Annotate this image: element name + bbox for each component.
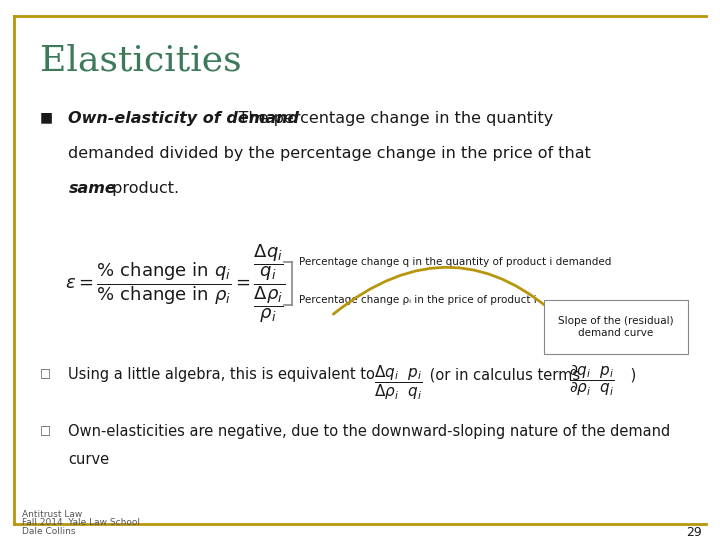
Text: Antitrust Law: Antitrust Law: [22, 510, 82, 519]
Text: $\dfrac{\Delta q_i\ \ p_i}{\Delta \rho_i\ \ q_i}$: $\dfrac{\Delta q_i\ \ p_i}{\Delta \rho_i…: [374, 363, 423, 402]
Text: □: □: [40, 424, 50, 437]
Text: ): ): [626, 367, 636, 382]
Text: Fall 2014  Yale Law School: Fall 2014 Yale Law School: [22, 518, 140, 528]
Text: : The percentage change in the quantity: : The percentage change in the quantity: [228, 111, 554, 126]
Text: Own-elasticities are negative, due to the downward-sloping nature of the demand: Own-elasticities are negative, due to th…: [68, 424, 670, 439]
Text: Percentage change q in the quantity of product i demanded: Percentage change q in the quantity of p…: [299, 257, 611, 267]
Text: (or in calculus terms: (or in calculus terms: [425, 367, 580, 382]
Text: Elasticities: Elasticities: [40, 43, 241, 77]
Text: ■: ■: [40, 111, 53, 125]
Text: □: □: [40, 367, 50, 380]
Text: product.: product.: [107, 181, 179, 196]
FancyArrowPatch shape: [333, 267, 565, 323]
Text: 29: 29: [686, 526, 702, 539]
Text: Own-elasticity of demand: Own-elasticity of demand: [68, 111, 300, 126]
Text: curve: curve: [68, 452, 109, 467]
Text: demanded divided by the percentage change in the price of that: demanded divided by the percentage chang…: [68, 146, 591, 161]
Text: $\dfrac{\partial q_i\ \ p_i}{\partial \rho_i\ \ q_i}$: $\dfrac{\partial q_i\ \ p_i}{\partial \r…: [569, 363, 615, 397]
Text: $\varepsilon = \dfrac{\%\ \mathrm{change\ in}\ q_i}{\%\ \mathrm{change\ in}\ \rh: $\varepsilon = \dfrac{\%\ \mathrm{change…: [65, 242, 286, 325]
Text: Slope of the (residual)
demand curve: Slope of the (residual) demand curve: [558, 316, 673, 338]
FancyBboxPatch shape: [544, 300, 688, 354]
Text: same: same: [68, 181, 116, 196]
Text: Dale Collins: Dale Collins: [22, 526, 75, 536]
Text: Using a little algebra, this is equivalent to: Using a little algebra, this is equivale…: [68, 367, 375, 382]
Text: Percentage change ρᵢ in the price of product i: Percentage change ρᵢ in the price of pro…: [299, 295, 536, 305]
